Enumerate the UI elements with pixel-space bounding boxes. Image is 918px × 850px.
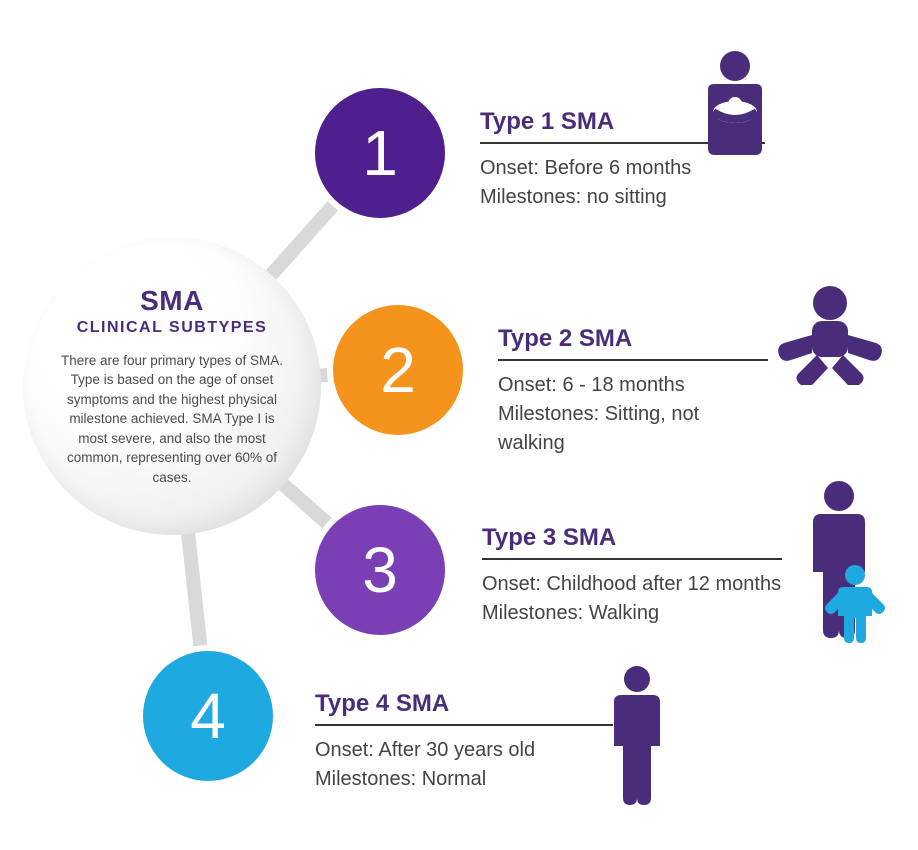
info-title-2: Type 2 SMA [498, 325, 768, 361]
node-1: 1 [315, 88, 445, 218]
node-4: 4 [143, 651, 273, 781]
info-title-4: Type 4 SMA [315, 690, 613, 726]
info-milestones-2: Milestones: Sitting, not walking [498, 400, 768, 458]
hub-description: There are four primary types of SMA. Typ… [57, 351, 287, 488]
adult-standing-icon [605, 665, 670, 810]
info-block-3: Type 3 SMA Onset: Childhood after 12 mon… [482, 524, 782, 628]
node-3: 3 [315, 505, 445, 635]
adult-child-icon [793, 480, 898, 645]
node-3-number: 3 [362, 533, 398, 607]
infographic-canvas: { "layout": { "canvas_w": 918, "canvas_h… [0, 0, 918, 850]
info-block-4: Type 4 SMA Onset: After 30 years old Mil… [315, 690, 613, 794]
info-milestones-3: Milestones: Walking [482, 599, 782, 628]
node-1-number: 1 [362, 116, 398, 190]
info-milestones-4: Milestones: Normal [315, 765, 613, 794]
info-milestones-1: Milestones: no sitting [480, 183, 765, 212]
info-onset-2: Onset: 6 - 18 months [498, 371, 768, 400]
node-2-number: 2 [380, 333, 416, 407]
node-2: 2 [333, 305, 463, 435]
hub-subtitle: CLINICAL SUBTYPES [77, 319, 268, 337]
baby-held-icon [690, 50, 780, 155]
sitting-child-icon [775, 285, 885, 385]
hub-title: SMA [140, 285, 204, 317]
info-onset-1: Onset: Before 6 months [480, 154, 765, 183]
info-block-2: Type 2 SMA Onset: 6 - 18 months Mileston… [498, 325, 768, 458]
info-title-3: Type 3 SMA [482, 524, 782, 560]
info-onset-3: Onset: Childhood after 12 months [482, 570, 782, 599]
hub-circle: SMA CLINICAL SUBTYPES There are four pri… [23, 237, 321, 535]
info-onset-4: Onset: After 30 years old [315, 736, 613, 765]
node-4-number: 4 [190, 679, 226, 753]
